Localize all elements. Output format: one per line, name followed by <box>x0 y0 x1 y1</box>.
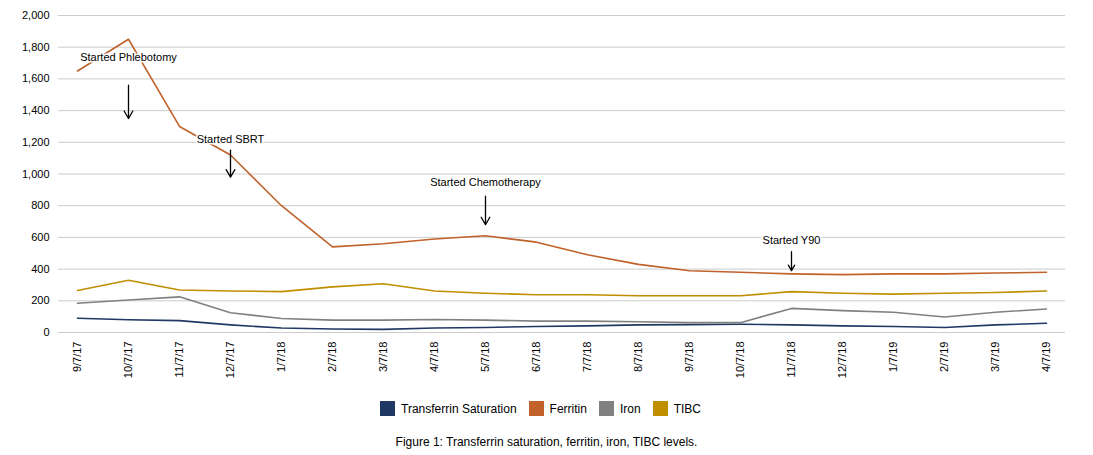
html-text:Ferritin: Ferritin <box>549 401 587 416</box>
svg-text:12/7/18: 12/7/18 <box>836 342 848 379</box>
html-text:Iron: Iron <box>620 401 641 416</box>
svg-text:5/7/18: 5/7/18 <box>479 342 491 373</box>
html-text:TIBC: TIBC <box>673 401 701 416</box>
svg-text:1/7/19: 1/7/19 <box>887 342 899 373</box>
svg-text:1,800: 1,800 <box>22 41 50 53</box>
svg-text:600: 600 <box>31 231 49 243</box>
svg-text:3/7/19: 3/7/19 <box>989 342 1001 373</box>
svg-text:7/7/18: 7/7/18 <box>581 342 593 373</box>
svg-text:1/7/18: 1/7/18 <box>275 342 287 373</box>
svg-text:6/7/18: 6/7/18 <box>530 342 542 373</box>
svg-text:400: 400 <box>31 263 49 275</box>
svg-text:1,200: 1,200 <box>22 136 50 148</box>
svg-text:3/7/18: 3/7/18 <box>377 342 389 373</box>
svg-text:11/7/17: 11/7/17 <box>173 342 185 378</box>
svg-text:2/7/18: 2/7/18 <box>326 342 338 373</box>
svg-text:0: 0 <box>43 326 49 338</box>
svg-text:200: 200 <box>31 294 49 306</box>
svg-text:1,400: 1,400 <box>22 104 50 116</box>
svg-text:Started Chemotherapy: Started Chemotherapy <box>430 176 541 188</box>
svg-text:Started SBRT: Started SBRT <box>197 133 265 145</box>
html-text:Figure 1: Transferrin saturati: Figure 1: Transferrin saturation, ferrit… <box>395 435 698 449</box>
svg-text:9/7/18: 9/7/18 <box>683 342 695 373</box>
svg-text:2,000: 2,000 <box>22 9 50 21</box>
svg-text:10/7/17: 10/7/17 <box>122 342 134 379</box>
svg-text:2/7/19: 2/7/19 <box>938 342 950 373</box>
svg-text:11/7/18: 11/7/18 <box>785 342 797 378</box>
svg-text:Started Y90: Started Y90 <box>763 234 821 246</box>
svg-text:1,600: 1,600 <box>22 72 50 84</box>
svg-text:9/7/17: 9/7/17 <box>71 342 83 373</box>
svg-text:4/7/18: 4/7/18 <box>428 342 440 373</box>
svg-text:4/7/19: 4/7/19 <box>1040 342 1052 373</box>
svg-text:800: 800 <box>31 199 49 211</box>
svg-text:Started Phlebotomy: Started Phlebotomy <box>80 51 177 63</box>
svg-text:8/7/18: 8/7/18 <box>632 342 644 373</box>
svg-text:1,000: 1,000 <box>22 168 50 180</box>
svg-text:12/7/17: 12/7/17 <box>224 342 236 379</box>
svg-text:10/7/18: 10/7/18 <box>734 342 746 379</box>
html-text:Transferrin Saturation: Transferrin Saturation <box>401 401 517 416</box>
